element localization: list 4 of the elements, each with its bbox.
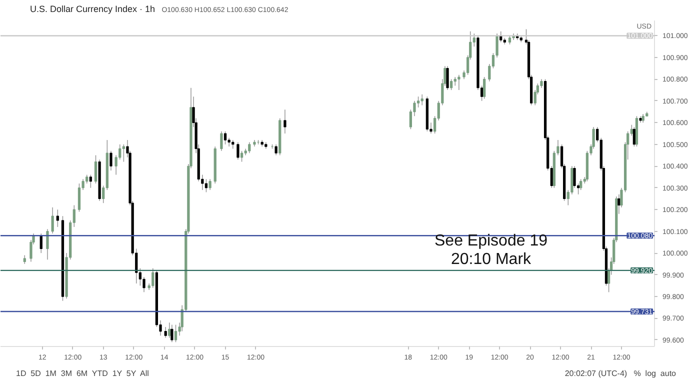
chart-title: U.S. Dollar Currency Index · 1h (30, 4, 156, 14)
text: 20:02:07 (UTC-4) % log auto (564, 369, 676, 378)
text: 1D 5D 1M 3M 6M YTD 1Y 5Y All (16, 369, 149, 378)
annotation: See Episode 19 20:10 Mark (434, 232, 548, 268)
